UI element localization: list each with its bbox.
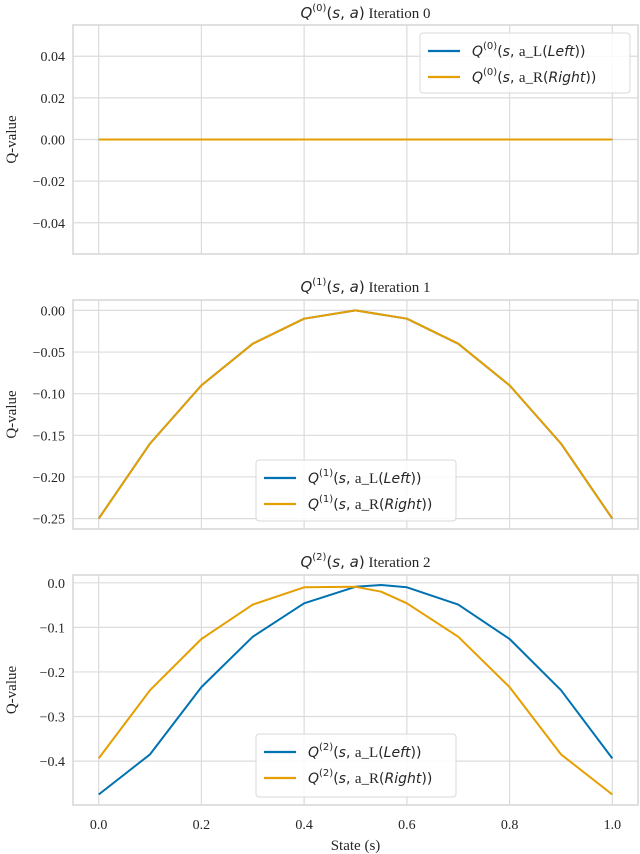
axes-frame — [72, 299, 639, 530]
y-tick-label: −0.10 — [33, 388, 65, 403]
subplot-1: 0.00 −0.05 −0.10 −0.15 −0.20 −0.25 Q-value Q(1)… — [4, 277, 639, 530]
legend: Q(0)(s, a_L(Left)) Q(0)(s, a_R(Right)) — [419, 32, 631, 94]
y-tick-label: −0.1 — [40, 621, 65, 636]
legend-entry-left: Q(2)(s, a_L(Left)) — [308, 742, 421, 761]
y-axis-label: Q-value — [4, 115, 20, 164]
subplot-title: Q(1)(s, a) Iteration 1 — [300, 277, 430, 296]
y-tick-label: 0.02 — [41, 92, 66, 107]
y-tick-label: −0.3 — [40, 711, 65, 726]
legend-entry-right: Q(0)(s, a_R(Right)) — [472, 67, 596, 86]
series-line-right — [97, 585, 613, 796]
y-tick-label: 0.00 — [41, 304, 66, 319]
y-tick-label: −0.25 — [33, 513, 65, 528]
y-tick-label: −0.05 — [33, 346, 65, 361]
legend: Q(2)(s, a_L(Left)) Q(2)(s, a_R(Right)) — [255, 733, 457, 798]
y-axis-label: Q-value — [4, 390, 20, 439]
y-tick-label: 0.0 — [48, 577, 66, 592]
y-tick-label: 0.00 — [41, 134, 66, 149]
x-axis-label: State (s) — [331, 838, 381, 854]
axes-frame — [72, 574, 639, 806]
y-tick-label: −0.4 — [40, 755, 65, 770]
x-tick-label: 0.8 — [501, 818, 519, 833]
y-tick-label: −0.20 — [33, 471, 65, 486]
x-tick-label: 1.0 — [604, 818, 622, 833]
y-tick-label: 0.04 — [41, 50, 66, 65]
legend-entry-right: Q(2)(s, a_R(Right)) — [308, 768, 432, 787]
subplot-title: Q(0)(s, a) Iteration 0 — [300, 3, 430, 22]
legend-box — [255, 733, 457, 798]
x-tick-label: 0.6 — [398, 818, 416, 833]
legend-entry-right: Q(1)(s, a_R(Right)) — [308, 494, 432, 513]
x-tick-label: 0.4 — [295, 818, 313, 833]
subplot-title: Q(2)(s, a) Iteration 2 — [300, 552, 430, 571]
legend-box — [255, 459, 457, 522]
subplot-2: 0.0 −0.1 −0.2 −0.3 −0.4 0.0 0.2 0.4 0.6 0.8 1.0 Q-v… — [4, 552, 639, 854]
legend-box — [419, 32, 631, 94]
y-tick-label: −0.02 — [33, 175, 65, 190]
y-tick-label: −0.2 — [40, 666, 65, 681]
series-line-right — [97, 309, 614, 520]
legend: Q(1)(s, a_L(Left)) Q(1)(s, a_R(Right)) — [255, 459, 457, 522]
y-tick-label: −0.04 — [33, 217, 65, 232]
subplot-0: 0.04 0.02 0.00 −0.02 −0.04 Q-value Q(0)(s, a) … — [4, 3, 639, 255]
series-line-left — [98, 584, 614, 796]
x-tick-label: 0.2 — [193, 818, 211, 833]
legend-entry-left: Q(1)(s, a_L(Left)) — [308, 468, 421, 487]
legend-entry-left: Q(0)(s, a_L(Left)) — [472, 41, 585, 60]
axes-frame — [72, 24, 639, 255]
y-axis-label: Q-value — [4, 666, 20, 715]
y-tick-label: −0.15 — [33, 429, 65, 444]
x-tick-label: 0.0 — [90, 818, 108, 833]
